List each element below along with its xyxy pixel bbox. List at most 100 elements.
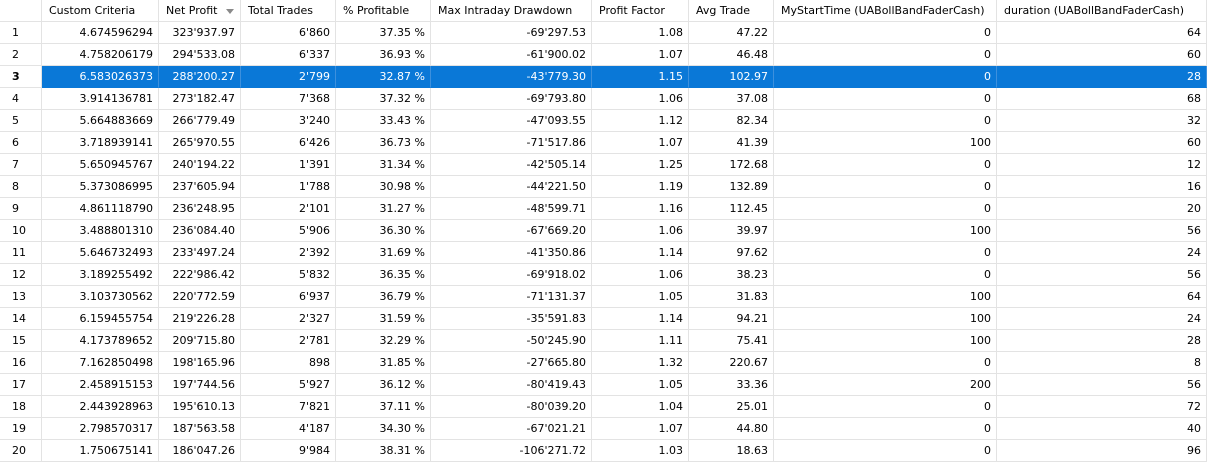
table-row[interactable]: 19 2.798570317 187'563.58 4'187 34.30 % -67'0… — [0, 418, 1207, 440]
table-cell: 186'047.26 — [159, 440, 241, 462]
table-cell: 1.07 — [592, 418, 689, 440]
table-cell: 5'927 — [241, 374, 336, 396]
table-row[interactable]: 2 4.758206179 294'533.08 6'337 36.93 % -61'90… — [0, 44, 1207, 66]
table-cell: 38.31 % — [336, 440, 431, 462]
table-cell: -47'093.55 — [431, 110, 592, 132]
table-cell: 7'368 — [241, 88, 336, 110]
header-avg-trade[interactable]: Avg Trade — [689, 0, 774, 22]
header-custom-criteria[interactable]: Custom Criteria — [42, 0, 159, 22]
table-cell: -42'505.14 — [431, 154, 592, 176]
table-cell: 236'084.40 — [159, 220, 241, 242]
table-row[interactable]: 7 5.650945767 240'194.22 1'391 31.34 % -42'50… — [0, 154, 1207, 176]
table-cell: 37.32 % — [336, 88, 431, 110]
table-cell: 1'391 — [241, 154, 336, 176]
table-cell: 1.19 — [592, 176, 689, 198]
table-cell: 3.488801310 — [42, 220, 159, 242]
table-cell: 1.14 — [592, 308, 689, 330]
row-index: 2 — [0, 44, 42, 66]
table-cell: 94.21 — [689, 308, 774, 330]
table-cell: 41.39 — [689, 132, 774, 154]
header-total-trades[interactable]: Total Trades — [241, 0, 336, 22]
table-cell: 96 — [997, 440, 1207, 462]
table-cell: 44.80 — [689, 418, 774, 440]
table-cell: 2'799 — [241, 66, 336, 88]
table-cell: 0 — [774, 66, 997, 88]
table-cell: 0 — [774, 242, 997, 264]
table-cell: 4.861118790 — [42, 198, 159, 220]
table-cell: -44'221.50 — [431, 176, 592, 198]
table-row[interactable]: 3 6.583026373 288'200.27 2'799 32.87 % -43'77… — [0, 66, 1207, 88]
header-label: % Profitable — [343, 4, 410, 17]
table-cell: -71'131.37 — [431, 286, 592, 308]
table-row[interactable]: 6 3.718939141 265'970.55 6'426 36.73 % -71'51… — [0, 132, 1207, 154]
table-cell: 7.162850498 — [42, 352, 159, 374]
table-cell: 0 — [774, 418, 997, 440]
row-index: 4 — [0, 88, 42, 110]
header-duration[interactable]: duration (UABollBandFaderCash) — [997, 0, 1207, 22]
table-cell: 898 — [241, 352, 336, 374]
table-cell: 64 — [997, 286, 1207, 308]
table-cell: 4.758206179 — [42, 44, 159, 66]
table-cell: 20 — [997, 198, 1207, 220]
header-label: Profit Factor — [599, 4, 665, 17]
table-cell: 28 — [997, 330, 1207, 352]
table-row[interactable]: 5 5.664883669 266'779.49 3'240 33.43 % -47'09… — [0, 110, 1207, 132]
row-index: 13 — [0, 286, 42, 308]
header-label: Custom Criteria — [49, 4, 136, 17]
table-cell: 24 — [997, 242, 1207, 264]
table-cell: 0 — [774, 396, 997, 418]
table-cell: 0 — [774, 264, 997, 286]
table-cell: 220.67 — [689, 352, 774, 374]
table-cell: 0 — [774, 198, 997, 220]
table-cell: 82.34 — [689, 110, 774, 132]
table-cell: 3.189255492 — [42, 264, 159, 286]
table-row[interactable]: 11 5.646732493 233'497.24 2'392 31.69 % -41'3… — [0, 242, 1207, 264]
header-label: Max Intraday Drawdown — [438, 4, 573, 17]
table-cell: 60 — [997, 44, 1207, 66]
table-cell: 1.32 — [592, 352, 689, 374]
row-index: 17 — [0, 374, 42, 396]
header-index[interactable] — [0, 0, 42, 22]
table-row[interactable]: 13 3.103730562 220'772.59 6'937 36.79 % -71'1… — [0, 286, 1207, 308]
table-cell: 6'426 — [241, 132, 336, 154]
table-row[interactable]: 14 6.159455754 219'226.28 2'327 31.59 % -35'5… — [0, 308, 1207, 330]
row-index: 10 — [0, 220, 42, 242]
table-row[interactable]: 12 3.189255492 222'986.42 5'832 36.35 % -69'9… — [0, 264, 1207, 286]
table-cell: 33.43 % — [336, 110, 431, 132]
table-row[interactable]: 4 3.914136781 273'182.47 7'368 37.32 % -69'79… — [0, 88, 1207, 110]
table-cell: -106'271.72 — [431, 440, 592, 462]
table-cell: 233'497.24 — [159, 242, 241, 264]
table-cell: 1.16 — [592, 198, 689, 220]
table-cell: 36.73 % — [336, 132, 431, 154]
header-max-intraday-drawdown[interactable]: Max Intraday Drawdown — [431, 0, 592, 22]
table-cell: 219'226.28 — [159, 308, 241, 330]
table-cell: 36.12 % — [336, 374, 431, 396]
header-percent-profitable[interactable]: % Profitable — [336, 0, 431, 22]
table-row[interactable]: 10 3.488801310 236'084.40 5'906 36.30 % -67'6… — [0, 220, 1207, 242]
table-row[interactable]: 18 2.443928963 195'610.13 7'821 37.11 % -80'0… — [0, 396, 1207, 418]
table-cell: 1.07 — [592, 132, 689, 154]
header-net-profit[interactable]: Net Profit — [159, 0, 241, 22]
table-cell: 200 — [774, 374, 997, 396]
table-row[interactable]: 15 4.173789652 209'715.80 2'781 32.29 % -50'2… — [0, 330, 1207, 352]
table-row[interactable]: 20 1.750675141 186'047.26 9'984 38.31 % -106'… — [0, 440, 1207, 462]
table-cell: 2'392 — [241, 242, 336, 264]
header-mystarttime[interactable]: MyStartTime (UABollBandFaderCash) — [774, 0, 997, 22]
table-cell: 3.718939141 — [42, 132, 159, 154]
table-cell: -67'669.20 — [431, 220, 592, 242]
table-row[interactable]: 17 2.458915153 197'744.56 5'927 36.12 % -80'4… — [0, 374, 1207, 396]
table-cell: 75.41 — [689, 330, 774, 352]
table-row[interactable]: 9 4.861118790 236'248.95 2'101 31.27 % -48'59… — [0, 198, 1207, 220]
table-cell: 34.30 % — [336, 418, 431, 440]
table-row[interactable]: 16 7.162850498 198'165.96 898 31.85 % -27'665… — [0, 352, 1207, 374]
header-profit-factor[interactable]: Profit Factor — [592, 0, 689, 22]
table-cell: 100 — [774, 330, 997, 352]
row-index: 9 — [0, 198, 42, 220]
table-cell: 2.443928963 — [42, 396, 159, 418]
table-cell: 1.25 — [592, 154, 689, 176]
table-row[interactable]: 1 4.674596294 323'937.97 6'860 37.35 % -69'29… — [0, 22, 1207, 44]
table-cell: 31.27 % — [336, 198, 431, 220]
table-row[interactable]: 8 5.373086995 237'605.94 1'788 30.98 % -44'22… — [0, 176, 1207, 198]
table-cell: 265'970.55 — [159, 132, 241, 154]
table-cell: 100 — [774, 220, 997, 242]
